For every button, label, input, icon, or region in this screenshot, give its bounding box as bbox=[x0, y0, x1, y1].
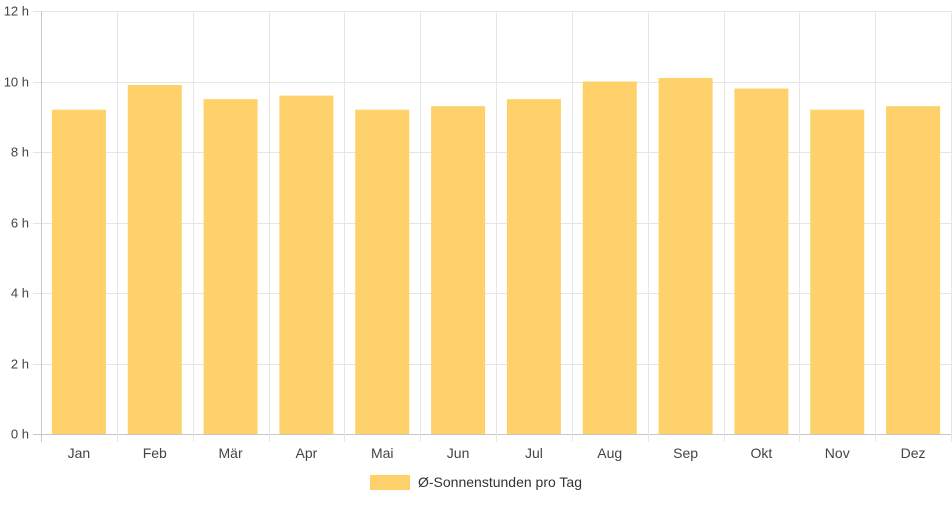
y-tick-label: 2 h bbox=[11, 357, 29, 372]
x-tick-label: Feb bbox=[143, 445, 167, 461]
x-tick-label: Jun bbox=[447, 445, 470, 461]
x-tick-label: Okt bbox=[751, 445, 773, 461]
bar-nov[interactable] bbox=[810, 109, 865, 434]
bar-jul[interactable] bbox=[506, 99, 561, 434]
x-tick-label: Sep bbox=[673, 445, 698, 461]
x-tick-label: Mai bbox=[371, 445, 394, 461]
bar-dez[interactable] bbox=[886, 106, 941, 435]
bar-sep[interactable] bbox=[658, 77, 713, 434]
legend-label: Ø-Sonnenstunden pro Tag bbox=[418, 474, 582, 490]
x-tick-label: Dez bbox=[901, 445, 926, 461]
bar-apr[interactable] bbox=[279, 95, 334, 434]
bar-mär[interactable] bbox=[203, 99, 258, 434]
x-tick-label: Mär bbox=[219, 445, 243, 461]
bar-jan[interactable] bbox=[51, 109, 106, 434]
grid bbox=[33, 11, 952, 442]
bars bbox=[51, 77, 941, 435]
legend-swatch bbox=[370, 474, 410, 490]
y-tick-label: 10 h bbox=[4, 75, 29, 90]
x-tick-label: Nov bbox=[825, 445, 850, 461]
y-tick-label: 6 h bbox=[11, 216, 29, 231]
y-tick-label: 12 h bbox=[4, 4, 29, 19]
x-tick-label: Aug bbox=[597, 445, 622, 461]
y-tick-label: 8 h bbox=[11, 145, 29, 160]
legend[interactable]: Ø-Sonnenstunden pro Tag bbox=[0, 471, 952, 493]
bar-mai[interactable] bbox=[355, 109, 410, 434]
y-tick-label: 4 h bbox=[11, 286, 29, 301]
bar-feb[interactable] bbox=[127, 85, 182, 435]
bar-okt[interactable] bbox=[734, 88, 789, 435]
y-tick-label: 0 h bbox=[11, 427, 29, 442]
bar-aug[interactable] bbox=[582, 81, 637, 435]
bar-jun[interactable] bbox=[431, 106, 486, 435]
x-tick-label: Jul bbox=[525, 445, 543, 461]
x-tick-label: Jan bbox=[68, 445, 91, 461]
axes: 0 h 2 h 4 h 6 h 8 h 10 h 12 h Jan Feb Mär Apr Mai Ju… bbox=[4, 4, 926, 462]
x-tick-label: Apr bbox=[296, 445, 318, 461]
